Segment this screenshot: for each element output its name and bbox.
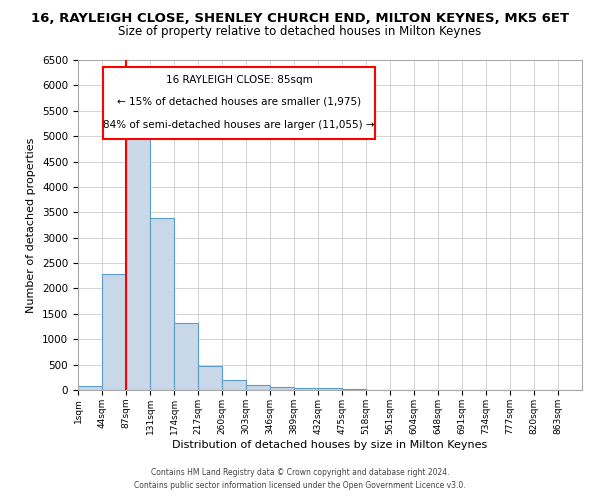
FancyBboxPatch shape xyxy=(103,66,376,139)
Bar xyxy=(198,366,222,390)
Text: 84% of semi-detached houses are larger (11,055) →: 84% of semi-detached houses are larger (… xyxy=(103,120,375,130)
Text: ← 15% of detached houses are smaller (1,975): ← 15% of detached houses are smaller (1,… xyxy=(117,96,361,106)
Bar xyxy=(270,387,294,390)
Bar xyxy=(342,389,366,390)
Bar xyxy=(294,388,318,390)
Y-axis label: Number of detached properties: Number of detached properties xyxy=(26,138,37,312)
Text: Contains HM Land Registry data © Crown copyright and database right 2024.: Contains HM Land Registry data © Crown c… xyxy=(151,468,449,477)
Text: Size of property relative to detached houses in Milton Keynes: Size of property relative to detached ho… xyxy=(118,25,482,38)
Bar xyxy=(150,218,174,390)
Bar xyxy=(318,388,342,390)
Bar xyxy=(246,384,270,390)
Text: Contains public sector information licensed under the Open Government Licence v3: Contains public sector information licen… xyxy=(134,480,466,490)
Bar xyxy=(78,386,102,390)
Bar xyxy=(102,274,126,390)
Bar xyxy=(174,324,198,390)
Bar xyxy=(222,380,246,390)
Text: 16, RAYLEIGH CLOSE, SHENLEY CHURCH END, MILTON KEYNES, MK5 6ET: 16, RAYLEIGH CLOSE, SHENLEY CHURCH END, … xyxy=(31,12,569,26)
X-axis label: Distribution of detached houses by size in Milton Keynes: Distribution of detached houses by size … xyxy=(172,440,488,450)
Text: 16 RAYLEIGH CLOSE: 85sqm: 16 RAYLEIGH CLOSE: 85sqm xyxy=(166,74,313,85)
Bar xyxy=(126,114,150,390)
